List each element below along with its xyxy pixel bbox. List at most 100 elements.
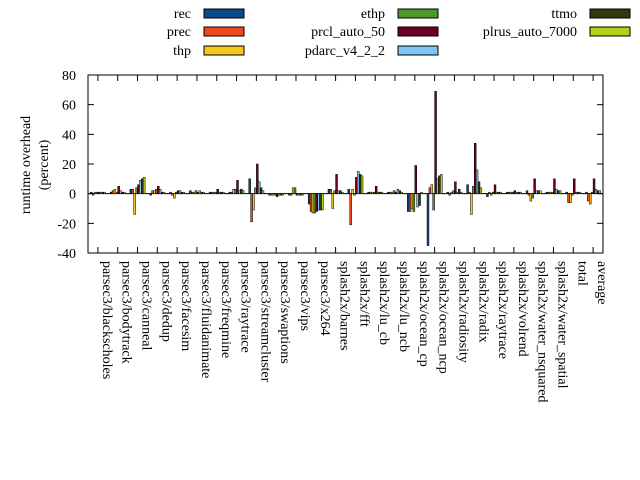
bar	[376, 191, 380, 194]
bar	[369, 191, 372, 194]
x-tick-label: splash2x/volrend	[515, 261, 530, 357]
bar	[466, 184, 469, 194]
bar	[115, 191, 118, 194]
bar	[190, 191, 194, 194]
legend-swatch	[589, 8, 631, 19]
legend: rec prec thp ethp prcl_auto_50 pdarc_v4_2_2 tt…	[167, 7, 631, 59]
bar	[236, 180, 239, 194]
x-tick-label: parsec3/vips	[297, 261, 312, 331]
bar	[270, 193, 273, 196]
bar	[220, 191, 223, 194]
x-tick-label: parsec3/streamcluster	[257, 261, 272, 383]
bar	[392, 190, 396, 194]
bar	[337, 190, 340, 194]
y-axis: -40 -20 0 20 40 60 80	[57, 69, 603, 262]
bar	[230, 191, 234, 194]
bar	[565, 191, 568, 194]
bar	[571, 193, 574, 196]
bar	[459, 191, 463, 194]
bar	[113, 188, 117, 194]
bar	[507, 191, 511, 194]
bar	[169, 191, 172, 194]
bar	[171, 193, 174, 196]
bar	[240, 188, 243, 194]
bar	[477, 181, 481, 194]
bar	[97, 191, 101, 194]
bar	[454, 181, 457, 194]
x-tick-label: splash2x/radix	[475, 261, 490, 343]
bar	[529, 193, 533, 202]
bar	[535, 190, 538, 194]
bar	[513, 190, 517, 194]
bar	[410, 193, 414, 209]
bar	[398, 190, 401, 194]
bar	[380, 191, 384, 194]
y-axis-title-line-1: runtime overhead	[19, 116, 34, 214]
x-tick-label: parsec3/blackscholes	[99, 261, 114, 379]
bar	[139, 180, 142, 194]
bar	[493, 184, 497, 194]
bar	[277, 193, 281, 196]
x-tick-label: parsec3/swaptions	[277, 261, 292, 364]
bar	[311, 193, 315, 214]
x-tick-label: total	[574, 261, 589, 286]
plot-frame	[87, 74, 604, 254]
bar	[547, 191, 550, 194]
x-tick-label: splash2x/water_nsquared	[535, 261, 550, 403]
bar	[275, 193, 279, 197]
bar	[394, 191, 398, 194]
bar	[475, 169, 479, 194]
bar	[339, 190, 342, 194]
bar	[371, 191, 374, 194]
bar	[497, 191, 501, 194]
bar	[549, 191, 552, 194]
bar	[214, 191, 218, 194]
bar	[153, 190, 156, 194]
bar	[414, 165, 417, 194]
bar	[319, 193, 322, 211]
legend-swatch	[397, 8, 439, 19]
bar	[468, 191, 471, 194]
legend-label: thp	[173, 44, 191, 59]
bar	[252, 193, 255, 211]
bar	[557, 190, 560, 194]
bar	[180, 191, 184, 194]
bar	[333, 190, 336, 194]
bar	[297, 193, 301, 196]
bar	[111, 190, 115, 194]
bar	[103, 191, 106, 194]
y-tick-label: 0	[69, 188, 76, 203]
bar	[129, 188, 133, 194]
bar	[174, 191, 178, 194]
bar	[198, 190, 201, 194]
bar	[367, 191, 370, 194]
bar	[259, 187, 263, 194]
x-tick-label: splash2x/lu_cb	[376, 261, 391, 345]
bar	[151, 190, 154, 194]
bar	[158, 188, 162, 194]
bar	[137, 184, 140, 194]
bar	[347, 188, 350, 194]
bar	[315, 193, 318, 212]
bar	[228, 191, 232, 194]
bar	[295, 193, 299, 196]
bar	[511, 191, 515, 194]
bar	[470, 193, 473, 215]
bar	[374, 186, 378, 194]
bar	[218, 191, 221, 194]
bar	[457, 188, 461, 194]
bar	[450, 191, 453, 194]
bar	[553, 178, 556, 194]
bar	[525, 190, 529, 194]
bar	[490, 193, 493, 196]
bar	[196, 191, 200, 194]
bar	[299, 193, 302, 196]
bar	[123, 191, 126, 194]
bar	[545, 191, 549, 194]
bar	[589, 193, 592, 205]
bar	[533, 178, 536, 194]
legend-label: ttmo	[551, 7, 577, 22]
x-tick-label: parsec3/dedup	[158, 261, 173, 342]
bar	[222, 191, 225, 194]
